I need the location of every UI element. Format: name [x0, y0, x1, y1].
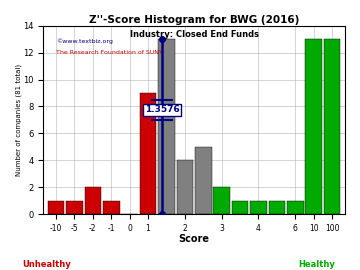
Text: Unhealthy: Unhealthy: [22, 260, 71, 269]
Bar: [176, 160, 193, 214]
Bar: [287, 201, 303, 214]
Bar: [305, 39, 322, 214]
Bar: [232, 201, 248, 214]
Text: Industry: Closed End Funds: Industry: Closed End Funds: [130, 30, 258, 39]
Bar: [85, 187, 101, 214]
Bar: [140, 93, 156, 214]
Bar: [195, 147, 212, 214]
Text: Healthy: Healthy: [298, 260, 335, 269]
X-axis label: Score: Score: [179, 234, 210, 244]
Text: 1.3576: 1.3576: [145, 105, 179, 114]
Bar: [213, 187, 230, 214]
Bar: [269, 201, 285, 214]
Bar: [66, 201, 83, 214]
Bar: [324, 39, 341, 214]
Text: ©www.textbiz.org: ©www.textbiz.org: [56, 38, 113, 43]
Bar: [250, 201, 267, 214]
Bar: [48, 201, 64, 214]
Text: The Research Foundation of SUNY: The Research Foundation of SUNY: [56, 50, 163, 55]
Bar: [103, 201, 120, 214]
Y-axis label: Number of companies (81 total): Number of companies (81 total): [15, 64, 22, 176]
Title: Z''-Score Histogram for BWG (2016): Z''-Score Histogram for BWG (2016): [89, 15, 299, 25]
Bar: [158, 39, 175, 214]
